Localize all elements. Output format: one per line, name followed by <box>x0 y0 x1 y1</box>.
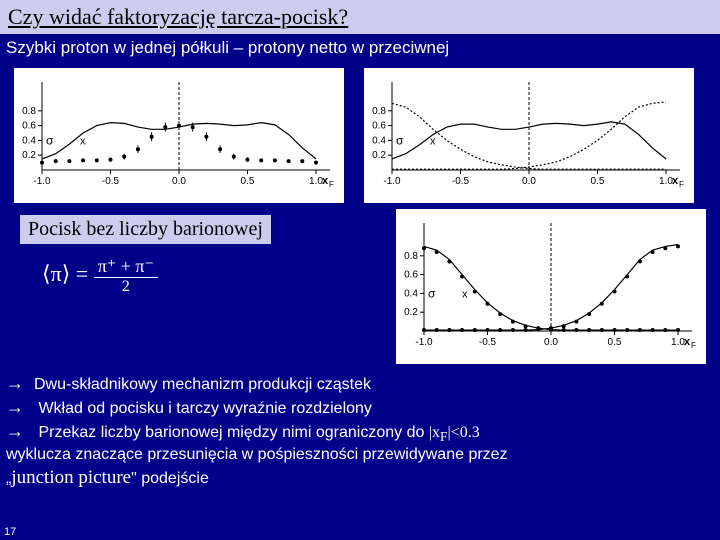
svg-text:0.8: 0.8 <box>22 106 36 117</box>
svg-text:x: x <box>80 135 86 147</box>
svg-text:0.0: 0.0 <box>544 337 558 348</box>
svg-text:σ: σ <box>428 286 436 300</box>
svg-text:-1.0: -1.0 <box>415 337 433 348</box>
svg-text:0.5: 0.5 <box>241 176 255 187</box>
svg-text:F: F <box>329 180 334 189</box>
bullet-2: Wkład od pocisku i tarczy wyraźnie rozdz… <box>38 400 371 417</box>
svg-text:0.5: 0.5 <box>608 337 622 348</box>
arrow-icon: → <box>6 373 34 393</box>
row-2: Pocisk bez liczby barionowej ⟨π⟩ = π⁺ + … <box>0 209 720 364</box>
bullet-4: wyklucza znaczące przesunięcia w pośpies… <box>6 445 714 466</box>
formula-lhs: ⟨π⟩ = <box>42 261 88 286</box>
bullet-5-post: " podejście <box>131 470 209 487</box>
formula-numerator: π⁺ + π⁻ <box>94 256 158 278</box>
svg-text:0.8: 0.8 <box>372 106 386 117</box>
bullet-1: Dwu-składnikowy mechanizm produkcji cząs… <box>34 376 371 393</box>
formula: ⟨π⟩ = π⁺ + π⁻ 2 <box>14 244 366 296</box>
svg-text:-1.0: -1.0 <box>33 176 51 187</box>
bullet-3-math: |xF|<0.3 <box>429 424 480 441</box>
svg-text:x: x <box>430 135 436 147</box>
svg-text:0.2: 0.2 <box>22 150 36 161</box>
arrow-icon: → <box>6 397 34 417</box>
svg-text:σ: σ <box>396 133 404 147</box>
svg-text:-0.5: -0.5 <box>102 176 120 187</box>
svg-text:0.4: 0.4 <box>22 135 36 146</box>
slide-subtitle: Szybki proton w jednej półkuli – protony… <box>0 34 720 62</box>
svg-text:F: F <box>691 341 696 350</box>
svg-text:0.6: 0.6 <box>372 121 386 132</box>
svg-text:σ: σ <box>46 133 54 147</box>
svg-text:x: x <box>322 175 329 187</box>
svg-text:0.4: 0.4 <box>372 135 386 146</box>
svg-text:0.4: 0.4 <box>404 288 418 299</box>
svg-text:0.2: 0.2 <box>404 307 418 318</box>
bullets: →Dwu-składnikowy mechanizm produkcji czą… <box>0 364 720 491</box>
bullet-3-pre: Przekaz liczby barionowej między nimi og… <box>38 424 428 441</box>
chart-top-right: -1.0-0.50.00.51.00.20.40.60.8xFσx <box>364 68 694 203</box>
svg-text:-0.5: -0.5 <box>452 176 470 187</box>
svg-text:0.0: 0.0 <box>172 176 186 187</box>
arrow-icon: → <box>6 421 34 441</box>
chart-bottom-right: -1.0-0.50.00.51.00.20.40.60.8xFσx <box>396 209 706 364</box>
section-label: Pocisk bez liczby barionowej <box>20 215 271 244</box>
slide-title: Czy widać faktoryzację tarcza-pocisk? <box>0 0 720 34</box>
row-1-charts: -1.0-0.50.00.51.00.20.40.60.8xFσx -1.0-0… <box>0 62 720 209</box>
svg-text:F: F <box>679 180 684 189</box>
svg-text:x: x <box>684 336 691 348</box>
svg-text:0.6: 0.6 <box>22 121 36 132</box>
svg-text:0.6: 0.6 <box>404 270 418 281</box>
svg-text:0.0: 0.0 <box>522 176 536 187</box>
svg-text:x: x <box>672 175 679 187</box>
formula-denominator: 2 <box>94 278 158 296</box>
page-number: 17 <box>4 526 16 538</box>
svg-text:x: x <box>462 288 468 300</box>
svg-text:-1.0: -1.0 <box>383 176 401 187</box>
bullet-5-em: junction picture <box>11 467 131 488</box>
chart-top-left: -1.0-0.50.00.51.00.20.40.60.8xFσx <box>14 68 344 203</box>
svg-text:0.8: 0.8 <box>404 251 418 262</box>
svg-text:-0.5: -0.5 <box>479 337 497 348</box>
svg-text:0.5: 0.5 <box>591 176 605 187</box>
svg-text:0.2: 0.2 <box>372 150 386 161</box>
